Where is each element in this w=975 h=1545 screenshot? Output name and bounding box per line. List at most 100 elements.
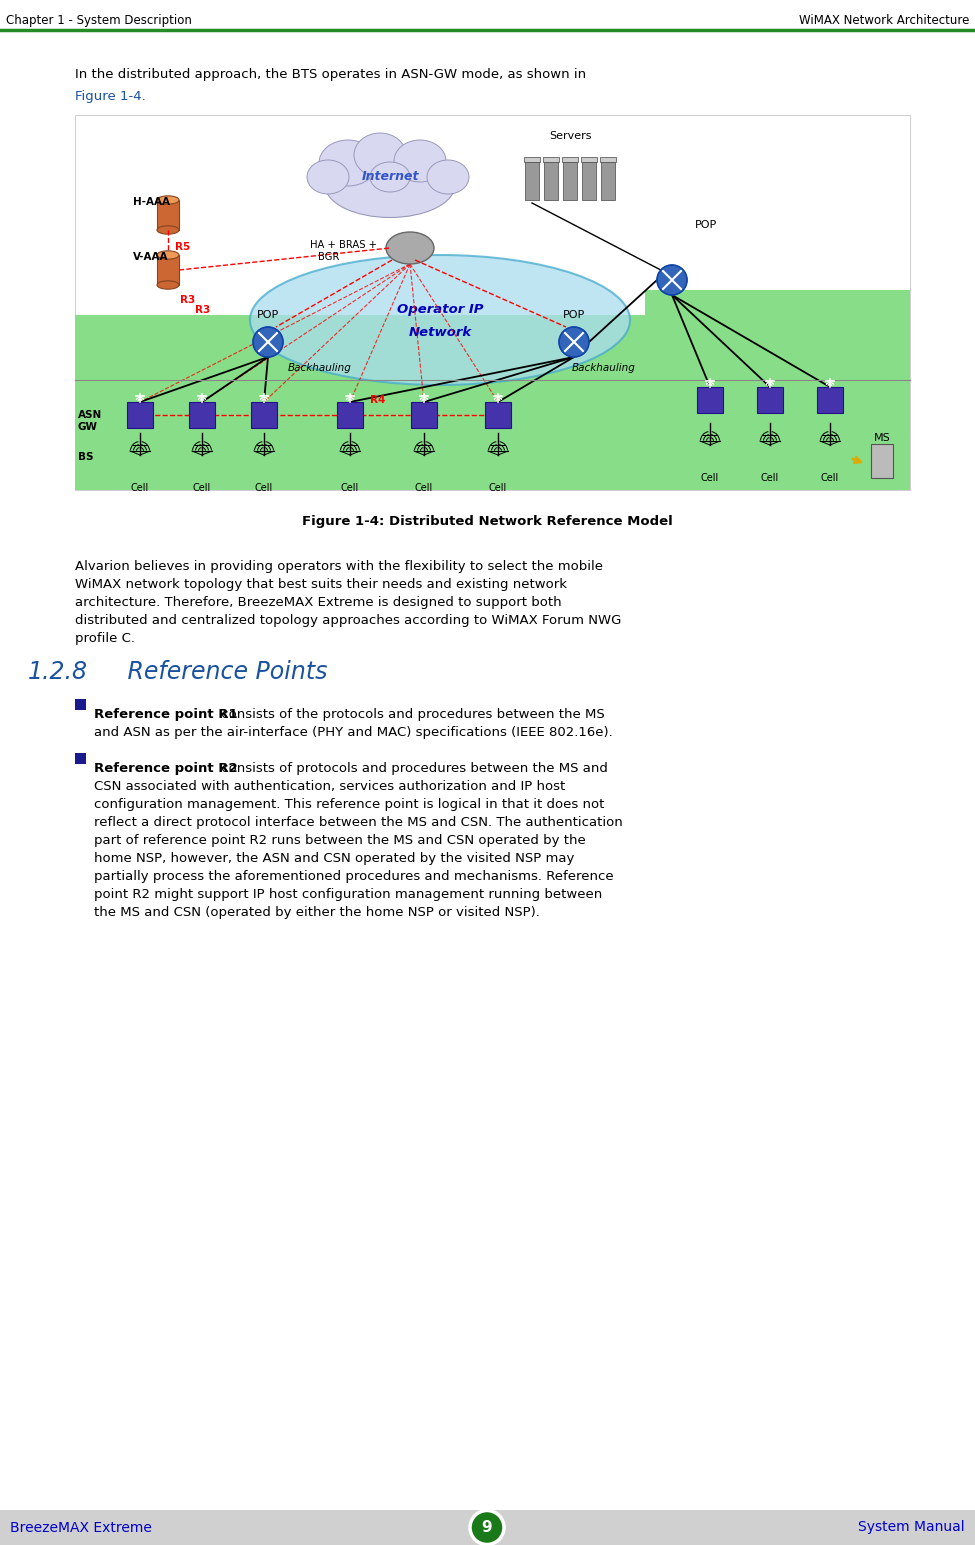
Text: Cell: Cell: [341, 484, 359, 493]
Ellipse shape: [386, 232, 434, 264]
Text: configuration management. This reference point is logical in that it does not: configuration management. This reference…: [94, 799, 604, 811]
Text: Internet: Internet: [362, 170, 418, 184]
Bar: [582, 162, 596, 199]
Text: System Manual: System Manual: [858, 1520, 965, 1534]
Circle shape: [559, 328, 589, 357]
Bar: [411, 402, 437, 428]
Text: Cell: Cell: [488, 484, 507, 493]
Text: Cell: Cell: [254, 484, 273, 493]
Text: Cell: Cell: [701, 473, 720, 484]
Text: 9: 9: [482, 1520, 492, 1536]
Text: profile C.: profile C.: [75, 632, 135, 644]
Text: ASN: ASN: [78, 409, 102, 420]
Text: R4: R4: [370, 396, 385, 405]
Bar: [525, 162, 539, 199]
Text: 1.2.8: 1.2.8: [28, 660, 88, 684]
Bar: [544, 162, 558, 199]
Text: Reference point R2: Reference point R2: [94, 762, 238, 776]
Bar: [601, 162, 615, 199]
Text: CSN associated with authentication, services authorization and IP host: CSN associated with authentication, serv…: [94, 780, 566, 793]
Text: home NSP, however, the ASN and CSN operated by the visited NSP may: home NSP, however, the ASN and CSN opera…: [94, 851, 574, 865]
Text: the MS and CSN (operated by either the home NSP or visited NSP).: the MS and CSN (operated by either the h…: [94, 905, 540, 919]
Text: Network: Network: [409, 326, 472, 338]
Text: consists of protocols and procedures between the MS and: consists of protocols and procedures bet…: [217, 762, 607, 776]
Bar: [485, 402, 511, 428]
Bar: [75, 752, 86, 763]
Text: Backhauling: Backhauling: [572, 363, 636, 372]
Text: Operator IP: Operator IP: [397, 303, 484, 317]
Text: POP: POP: [695, 219, 718, 230]
Bar: [0, 1509, 975, 1545]
Text: architecture. Therefore, BreezeMAX Extreme is designed to support both: architecture. Therefore, BreezeMAX Extre…: [75, 596, 562, 609]
Text: R3: R3: [180, 295, 195, 304]
Text: WiMAX Network Architecture: WiMAX Network Architecture: [799, 14, 969, 26]
Circle shape: [253, 328, 283, 357]
Text: POP: POP: [563, 311, 585, 320]
Ellipse shape: [157, 281, 179, 289]
Bar: [251, 402, 277, 428]
Text: Cell: Cell: [131, 484, 149, 493]
Text: Reference Points: Reference Points: [105, 660, 328, 684]
Text: WiMAX network topology that best suits their needs and existing network: WiMAX network topology that best suits t…: [75, 578, 567, 592]
Ellipse shape: [427, 161, 469, 195]
Text: Reference point R1: Reference point R1: [94, 708, 238, 722]
Bar: [543, 158, 559, 162]
Bar: [563, 162, 577, 199]
Text: Cell: Cell: [821, 473, 839, 484]
Text: HA + BRAS +: HA + BRAS +: [310, 239, 377, 250]
Bar: [157, 255, 179, 284]
Bar: [75, 315, 650, 490]
Text: partially process the aforementioned procedures and mechanisms. Reference: partially process the aforementioned pro…: [94, 870, 613, 884]
Bar: [757, 386, 783, 413]
Text: Figure 1-4: Distributed Network Reference Model: Figure 1-4: Distributed Network Referenc…: [301, 514, 673, 528]
Text: Cell: Cell: [193, 484, 212, 493]
Circle shape: [470, 1511, 504, 1545]
Ellipse shape: [354, 133, 406, 178]
Text: Servers: Servers: [549, 131, 591, 141]
Ellipse shape: [370, 162, 410, 192]
Bar: [127, 402, 153, 428]
Bar: [75, 698, 86, 711]
Ellipse shape: [157, 196, 179, 204]
Bar: [157, 199, 179, 230]
Text: Cell: Cell: [760, 473, 779, 484]
Ellipse shape: [250, 255, 630, 385]
Text: Backhauling: Backhauling: [288, 363, 352, 372]
Text: H-AAA: H-AAA: [133, 198, 170, 207]
Bar: [524, 158, 540, 162]
Bar: [562, 158, 578, 162]
Ellipse shape: [394, 141, 446, 182]
Ellipse shape: [157, 226, 179, 235]
Text: point R2 might support IP host configuration management running between: point R2 might support IP host configura…: [94, 888, 603, 901]
Text: part of reference point R2 runs between the MS and CSN operated by the: part of reference point R2 runs between …: [94, 834, 586, 847]
Bar: [189, 402, 215, 428]
Bar: [645, 290, 910, 490]
Bar: [600, 158, 616, 162]
Bar: [581, 158, 597, 162]
Text: POP: POP: [256, 311, 279, 320]
Bar: [871, 443, 893, 477]
Text: BGR: BGR: [318, 252, 339, 263]
Text: MS: MS: [874, 433, 890, 443]
Bar: [817, 386, 843, 413]
Text: BreezeMAX Extreme: BreezeMAX Extreme: [10, 1520, 152, 1534]
Text: consists of the protocols and procedures between the MS: consists of the protocols and procedures…: [217, 708, 604, 722]
Bar: [697, 386, 723, 413]
Ellipse shape: [307, 161, 349, 195]
Text: In the distributed approach, the BTS operates in ASN-GW mode, as shown in: In the distributed approach, the BTS ope…: [75, 68, 586, 80]
Ellipse shape: [319, 141, 377, 185]
Bar: [337, 402, 363, 428]
Ellipse shape: [325, 153, 455, 218]
Text: and ASN as per the air-interface (PHY and MAC) specifications (IEEE 802.16e).: and ASN as per the air-interface (PHY an…: [94, 726, 612, 739]
Text: reflect a direct protocol interface between the MS and CSN. The authentication: reflect a direct protocol interface betw…: [94, 816, 623, 830]
Text: Cell: Cell: [415, 484, 433, 493]
Text: BS: BS: [78, 453, 94, 462]
Text: Alvarion believes in providing operators with the flexibility to select the mobi: Alvarion believes in providing operators…: [75, 559, 603, 573]
Text: R5: R5: [175, 243, 190, 252]
Text: Chapter 1 - System Description: Chapter 1 - System Description: [6, 14, 192, 26]
Text: GW: GW: [78, 422, 98, 433]
Text: R3: R3: [195, 304, 211, 315]
Text: V-AAA: V-AAA: [133, 252, 169, 263]
Text: Figure 1-4.: Figure 1-4.: [75, 90, 145, 104]
Bar: [75, 114, 910, 490]
